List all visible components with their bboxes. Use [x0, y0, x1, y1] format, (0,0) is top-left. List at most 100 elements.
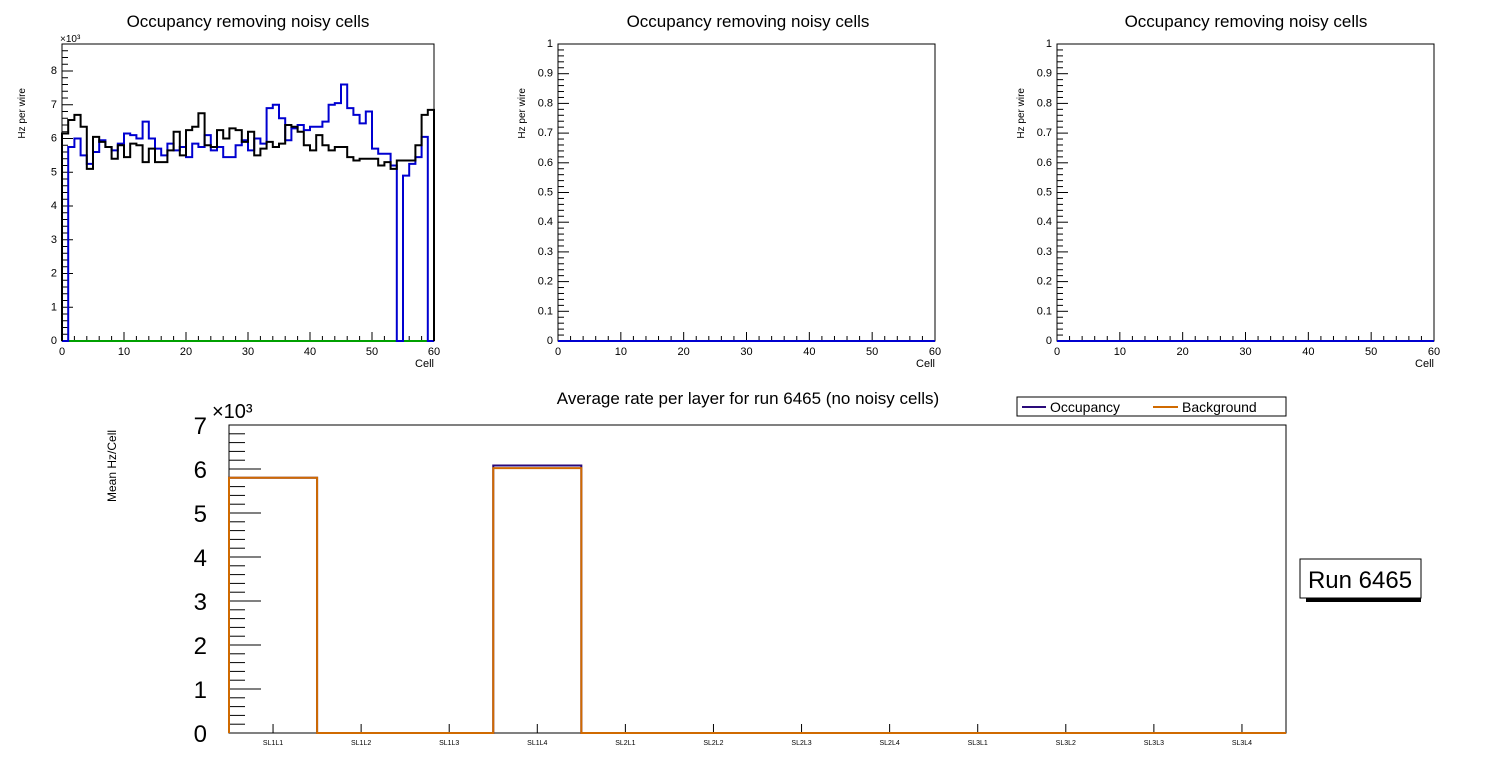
y-tick-label: 0.1: [1037, 305, 1052, 317]
y-tick-label: 0.9: [1037, 68, 1052, 80]
x-tick-label: SL3L1: [968, 740, 988, 747]
y-tick-label: 0.3: [1037, 246, 1052, 258]
y-tick-label: 0.8: [538, 97, 553, 109]
legend: Occupancy Background: [1016, 396, 1287, 417]
y-tick-label: 0.7: [1037, 127, 1052, 139]
plot4: 0 1 2 3 4 5 6 7 SL1L1 SL1L2 SL1L3 SL1L4 SL2L1 SL2L2 SL…: [194, 413, 1287, 748]
plot2: 0 10 20 30 40 50 60 0 0.1 0.2 0.3 0.4 0.5 0.6 0.7 0.8 0.…: [538, 38, 941, 358]
histogram-blue: [62, 83, 434, 342]
y-tick-label: 4: [51, 200, 57, 212]
y-tick-label: 0.1: [538, 305, 553, 317]
plot1: 0 10 20 30 40 50 60 0 1 2 3 4 5 6 7 8: [51, 43, 440, 358]
x-tick-label: 10: [118, 346, 130, 358]
histogram-background: [228, 467, 1286, 734]
plot-frame: [557, 43, 936, 342]
plot2-ylabel: Hz per wire: [517, 88, 528, 139]
y-tick-label: 0.2: [1037, 276, 1052, 288]
plot1-xlabel: Cell: [415, 358, 434, 370]
plot1-multiplier: ×10³: [60, 34, 81, 45]
y-tick-label: 0.4: [538, 216, 553, 228]
y-tick-label: 5: [194, 501, 207, 528]
x-tick-label: 0: [59, 346, 65, 358]
y-tick-label: 0.4: [1037, 216, 1052, 228]
plot1-title: Occupancy removing noisy cells: [127, 12, 370, 31]
y-tick-label: 3: [194, 589, 207, 616]
y-tick-label: 0.7: [538, 127, 553, 139]
y-tick-label: 1: [547, 38, 553, 50]
x-tick-label: 50: [1365, 346, 1377, 358]
y-tick-label: 0: [194, 721, 207, 748]
plot-frame: [1056, 43, 1435, 342]
plot1-ylabel: Hz per wire: [17, 88, 28, 139]
x-tick-label: 30: [740, 346, 752, 358]
x-tick-label: 20: [1177, 346, 1189, 358]
run-label-box: Run 6465: [1299, 558, 1422, 602]
y-tick-label: 5: [51, 166, 57, 178]
histogram-occupancy: [228, 464, 1286, 734]
x-tick-label: 20: [180, 346, 192, 358]
x-tick-label: 10: [615, 346, 627, 358]
plot4-title: Average rate per layer for run 6465 (no …: [557, 389, 939, 408]
plot4-ylabel: Mean Hz/Cell: [105, 430, 119, 502]
plot4-multiplier: ×10³: [212, 401, 253, 423]
plot3-title: Occupancy removing noisy cells: [1125, 12, 1368, 31]
x-tick-label: SL1L3: [439, 740, 459, 747]
y-tick-label: 8: [51, 65, 57, 77]
x-tick-label: 0: [555, 346, 561, 358]
y-tick-label: 0.9: [538, 68, 553, 80]
plot-frame: [228, 424, 1287, 734]
y-tick-label: 0.5: [1037, 187, 1052, 199]
x-tick-label: 10: [1114, 346, 1126, 358]
plot3: 0 10 20 30 40 50 60 0 0.1 0.2 0.3 0.4 0.5 0.6 0.7 0.8 0.…: [1037, 38, 1440, 358]
x-tick-label: 0: [1054, 346, 1060, 358]
x-tick-label: 40: [1302, 346, 1314, 358]
x-tick-label: SL1L4: [527, 740, 547, 747]
y-tick-label: 0.3: [538, 246, 553, 258]
histogram-black: [61, 108, 435, 341]
x-tick-label: 60: [929, 346, 941, 358]
x-tick-label: 60: [1428, 346, 1440, 358]
x-tick-label: 60: [428, 346, 440, 358]
x-tick-label: 20: [678, 346, 690, 358]
y-tick-label: 7: [194, 413, 207, 440]
y-tick-label: 6: [194, 457, 207, 484]
plot2-title: Occupancy removing noisy cells: [627, 12, 870, 31]
run-label: Run 6465: [1308, 567, 1412, 594]
y-tick-label: 4: [194, 545, 207, 572]
x-tick-label: 50: [866, 346, 878, 358]
y-tick-label: 0.8: [1037, 97, 1052, 109]
x-tick-label: SL3L2: [1056, 740, 1076, 747]
x-tick-label: SL2L3: [791, 740, 811, 747]
x-tick-label: 40: [304, 346, 316, 358]
x-tick-label: SL2L4: [880, 740, 900, 747]
y-tick-label: 0: [1046, 335, 1052, 347]
x-tick-label: SL2L2: [703, 740, 723, 747]
x-tick-label: 30: [1239, 346, 1251, 358]
x-tick-label: SL1L2: [351, 740, 371, 747]
y-tick-label: 3: [51, 234, 57, 246]
x-tick-label: SL3L4: [1232, 740, 1252, 747]
legend-background-label: Background: [1182, 399, 1257, 415]
y-tick-label: 7: [51, 99, 57, 111]
y-tick-label: 6: [51, 133, 57, 145]
y-tick-label: 0.2: [538, 276, 553, 288]
x-tick-label: SL2L1: [615, 740, 635, 747]
plot-frame: [61, 43, 435, 342]
plot3-xlabel: Cell: [1415, 358, 1434, 370]
y-tick-label: 0: [51, 335, 57, 347]
y-tick-label: 1: [1046, 38, 1052, 50]
x-tick-label: 40: [803, 346, 815, 358]
x-tick-label: SL3L3: [1144, 740, 1164, 747]
y-tick-label: 2: [194, 633, 207, 660]
plot2-xlabel: Cell: [916, 358, 935, 370]
y-tick-label: 1: [51, 301, 57, 313]
x-tick-label: SL1L1: [263, 740, 283, 747]
legend-occupancy-label: Occupancy: [1050, 399, 1120, 415]
y-tick-label: 0: [547, 335, 553, 347]
plot3-ylabel: Hz per wire: [1016, 88, 1027, 139]
x-tick-label: 50: [366, 346, 378, 358]
x-tick-label: 30: [242, 346, 254, 358]
y-tick-label: 0.6: [1037, 157, 1052, 169]
y-tick-label: 0.5: [538, 187, 553, 199]
